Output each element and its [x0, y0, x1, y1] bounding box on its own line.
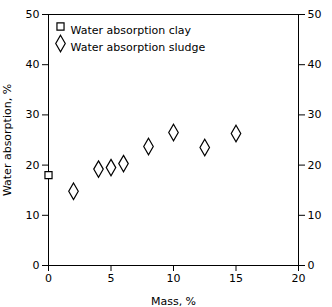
svg-text:30: 30 — [26, 108, 40, 121]
svg-text:Water absorption, %: Water absorption, % — [1, 84, 14, 196]
svg-text:5: 5 — [108, 272, 115, 285]
svg-text:40: 40 — [308, 58, 322, 71]
svg-text:0: 0 — [33, 259, 40, 272]
svg-text:Water absorption clay: Water absorption clay — [71, 24, 192, 37]
svg-text:Water absorption sludge: Water absorption sludge — [71, 41, 206, 54]
svg-text:0: 0 — [45, 272, 52, 285]
svg-text:10: 10 — [167, 272, 181, 285]
svg-text:0: 0 — [308, 259, 315, 272]
svg-text:20: 20 — [292, 272, 306, 285]
svg-text:10: 10 — [308, 209, 322, 222]
svg-text:15: 15 — [229, 272, 243, 285]
svg-text:20: 20 — [308, 159, 322, 172]
svg-text:30: 30 — [308, 108, 322, 121]
svg-text:40: 40 — [26, 58, 40, 71]
svg-text:50: 50 — [26, 8, 40, 21]
svg-text:10: 10 — [26, 209, 40, 222]
svg-text:Mass, %: Mass, % — [151, 295, 196, 307]
svg-text:50: 50 — [308, 8, 322, 21]
svg-text:20: 20 — [26, 159, 40, 172]
